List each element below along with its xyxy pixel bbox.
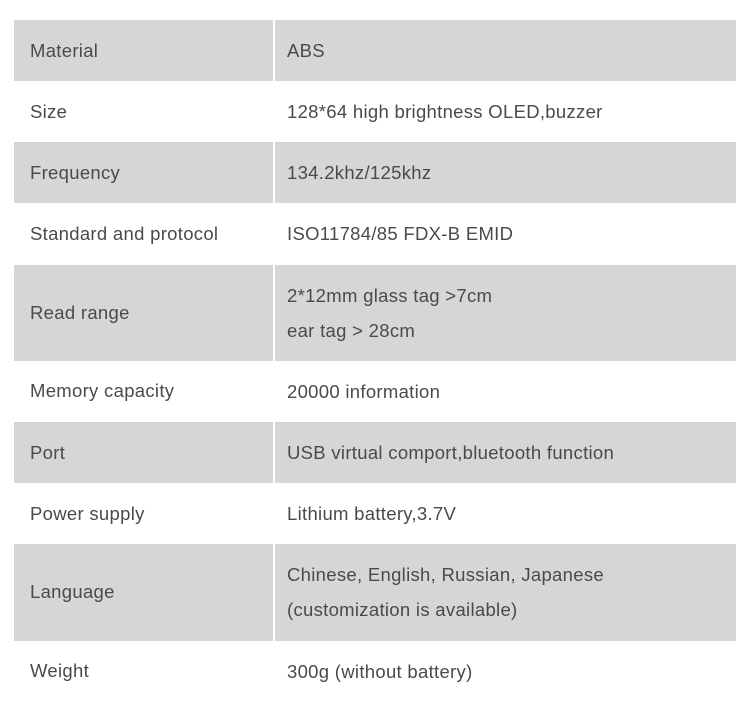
spec-label: Memory capacity	[14, 361, 275, 422]
table-row: Read range 2*12mm glass tag >7cmear tag …	[14, 265, 736, 361]
spec-label: Frequency	[14, 142, 275, 203]
specification-table: Material ABS Size 128*64 high brightness…	[14, 20, 736, 702]
table-row: Standard and protocol ISO11784/85 FDX-B …	[14, 203, 736, 264]
spec-label: Port	[14, 422, 275, 483]
spec-label: Read range	[14, 265, 275, 361]
spec-value: Lithium battery,3.7V	[275, 483, 736, 544]
spec-label: Material	[14, 20, 275, 81]
spec-label: Power supply	[14, 483, 275, 544]
spec-value: 2*12mm glass tag >7cmear tag > 28cm	[275, 265, 736, 361]
spec-value: 300g (without battery)	[275, 641, 736, 702]
spec-value: 20000 information	[275, 361, 736, 422]
table-row: Memory capacity 20000 information	[14, 361, 736, 422]
table-row: Weight 300g (without battery)	[14, 641, 736, 702]
spec-label: Weight	[14, 641, 275, 702]
spec-value: 134.2khz/125khz	[275, 142, 736, 203]
table-row: Language Chinese, English, Russian, Japa…	[14, 544, 736, 640]
spec-value: USB virtual comport,bluetooth function	[275, 422, 736, 483]
spec-value: ISO11784/85 FDX-B EMID	[275, 203, 736, 264]
spec-label: Standard and protocol	[14, 203, 275, 264]
table-row: Frequency 134.2khz/125khz	[14, 142, 736, 203]
spec-value: 128*64 high brightness OLED,buzzer	[275, 81, 736, 142]
spec-value: Chinese, English, Russian, Japanese(cust…	[275, 544, 736, 640]
spec-value: ABS	[275, 20, 736, 81]
spec-label: Size	[14, 81, 275, 142]
table-row: Material ABS	[14, 20, 736, 81]
table-row: Power supply Lithium battery,3.7V	[14, 483, 736, 544]
table-row: Port USB virtual comport,bluetooth funct…	[14, 422, 736, 483]
spec-label: Language	[14, 544, 275, 640]
table-row: Size 128*64 high brightness OLED,buzzer	[14, 81, 736, 142]
